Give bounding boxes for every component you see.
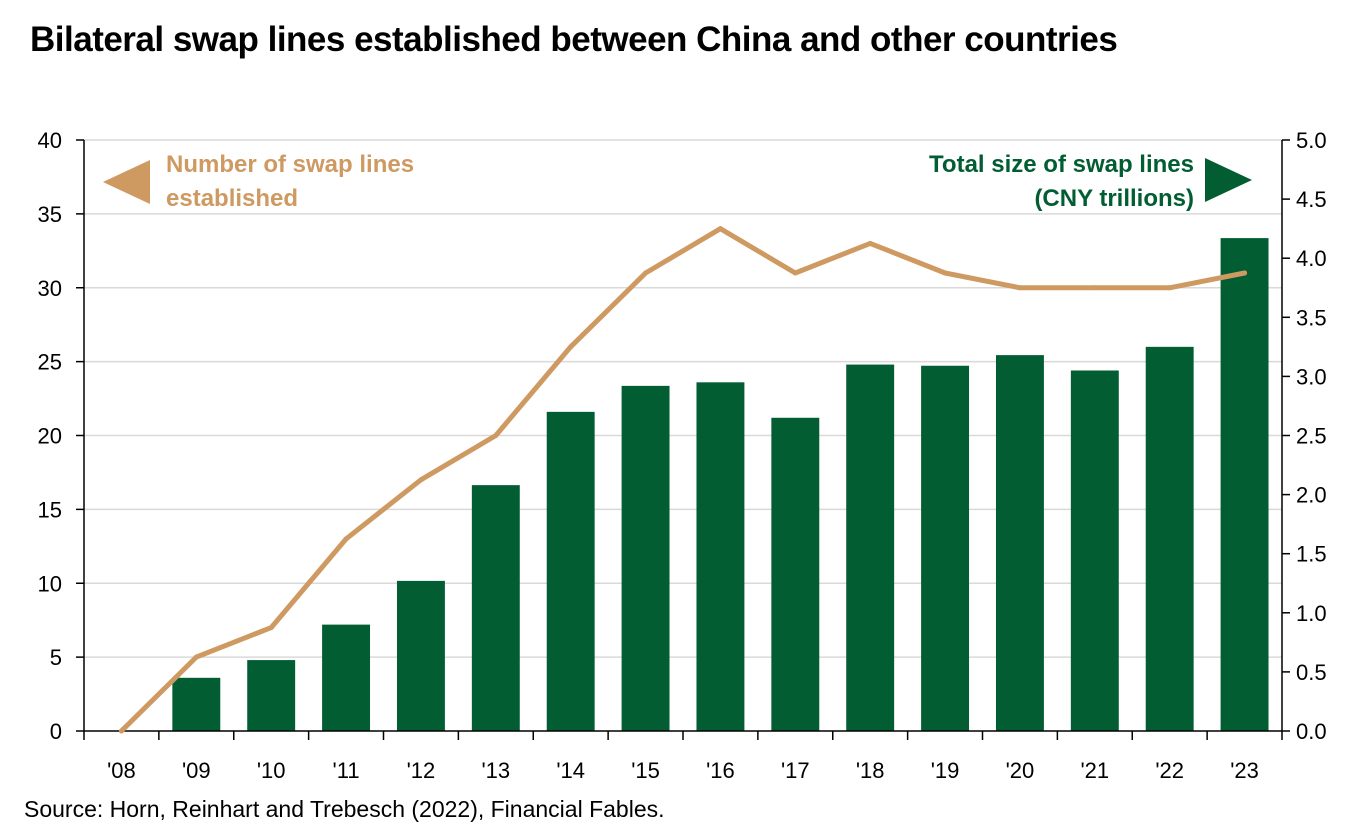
axes bbox=[76, 139, 1290, 740]
source-note: Source: Horn, Reinhart and Trebesch (202… bbox=[24, 796, 665, 822]
legend: Number of swap lines established Total s… bbox=[103, 151, 1252, 212]
y-left-tick-label: 5 bbox=[50, 645, 62, 670]
x-tick-label: '12 bbox=[407, 758, 436, 783]
y-left-tick-label: 10 bbox=[38, 571, 62, 596]
line-point-23 bbox=[1242, 270, 1248, 276]
x-tick-label: '23 bbox=[1230, 758, 1259, 783]
line-point-22 bbox=[1167, 285, 1173, 291]
x-tick-label: '19 bbox=[931, 758, 960, 783]
line-point-15 bbox=[643, 270, 649, 276]
y-right-tick-label: 2.5 bbox=[1296, 424, 1327, 449]
x-tick-label: '21 bbox=[1080, 758, 1109, 783]
x-tick-label: '09 bbox=[182, 758, 211, 783]
y-right-tick-label: 4.0 bbox=[1296, 246, 1327, 271]
y-left-tick-label: 40 bbox=[38, 128, 62, 153]
left-arrow-icon bbox=[103, 160, 150, 204]
y-left-tick-label: 30 bbox=[38, 276, 62, 301]
gridlines bbox=[84, 139, 1282, 658]
x-tick-label: '16 bbox=[706, 758, 735, 783]
line-series bbox=[118, 226, 1248, 734]
bar-11 bbox=[322, 624, 371, 731]
line-point-10 bbox=[268, 625, 274, 631]
bar-09 bbox=[172, 677, 221, 731]
y-right-tick-label: 2.0 bbox=[1296, 483, 1327, 508]
tick-labels: 0 5 10 15 20 25 30 35 40 0.0 0.5 1.0 1.5 2.0 2.5 3.0 3.5… bbox=[38, 128, 1327, 783]
y-left-tick-label: 15 bbox=[38, 497, 62, 522]
bar-14 bbox=[546, 411, 595, 731]
line-point-11 bbox=[343, 536, 349, 542]
bar-23 bbox=[1220, 238, 1269, 731]
bar-18 bbox=[846, 364, 895, 731]
y-right-tick-label: 1.5 bbox=[1296, 542, 1327, 567]
line-point-19 bbox=[942, 270, 948, 276]
line-point-21 bbox=[1092, 285, 1098, 291]
x-tick-label: '22 bbox=[1155, 758, 1184, 783]
y-left-tick-label: 25 bbox=[38, 350, 62, 375]
y-right-tick-label: 5.0 bbox=[1296, 128, 1327, 153]
x-tick-label: '08 bbox=[107, 758, 136, 783]
y-right-tick-label: 0.0 bbox=[1296, 719, 1327, 744]
x-tick-label: '11 bbox=[333, 758, 360, 783]
bar-19 bbox=[921, 365, 970, 731]
swap-lines-count-line bbox=[118, 226, 1248, 734]
legend-left-line2: established bbox=[166, 185, 298, 212]
line-point-17 bbox=[792, 270, 798, 276]
bar-10 bbox=[247, 660, 296, 731]
x-tick-label: '18 bbox=[856, 758, 885, 783]
bar-17 bbox=[771, 417, 820, 731]
y-right-tick-label: 0.5 bbox=[1296, 660, 1327, 685]
y-right-tick-label: 1.0 bbox=[1296, 601, 1327, 626]
bar-20 bbox=[995, 355, 1044, 731]
right-arrow-icon bbox=[1205, 158, 1252, 202]
chart-title: Bilateral swap lines established between… bbox=[30, 20, 1118, 59]
legend-left-line1: Number of swap lines bbox=[166, 151, 414, 178]
bar-15 bbox=[621, 385, 670, 731]
x-tick-label: '14 bbox=[556, 758, 585, 783]
line-point-20 bbox=[1017, 285, 1023, 291]
x-tick-label: '20 bbox=[1006, 758, 1035, 783]
x-tick-label: '15 bbox=[631, 758, 660, 783]
line-point-09 bbox=[193, 654, 199, 660]
y-left-tick-label: 0 bbox=[50, 719, 62, 744]
line-point-08 bbox=[118, 728, 124, 734]
y-left-tick-label: 35 bbox=[38, 202, 62, 227]
x-tick-label: '13 bbox=[481, 758, 510, 783]
line-point-16 bbox=[717, 226, 723, 232]
bar-22 bbox=[1145, 346, 1194, 731]
y-left-tick-label: 20 bbox=[38, 424, 62, 449]
x-tick-label: '10 bbox=[257, 758, 286, 783]
y-right-tick-label: 3.0 bbox=[1296, 364, 1327, 389]
line-point-18 bbox=[867, 240, 873, 246]
bar-13 bbox=[471, 485, 520, 731]
line-point-14 bbox=[568, 344, 574, 350]
bar-16 bbox=[696, 382, 745, 731]
bar-12 bbox=[396, 580, 445, 731]
bars bbox=[172, 238, 1269, 731]
bar-21 bbox=[1070, 370, 1119, 731]
line-point-13 bbox=[493, 433, 499, 438]
y-right-tick-label: 4.5 bbox=[1296, 187, 1327, 212]
line-point-12 bbox=[418, 477, 424, 483]
legend-right-line2: (CNY trillions) bbox=[1034, 185, 1194, 212]
y-right-tick-label: 3.5 bbox=[1296, 305, 1327, 330]
legend-right-line1: Total size of swap lines bbox=[929, 151, 1194, 178]
x-tick-label: '17 bbox=[781, 758, 810, 783]
